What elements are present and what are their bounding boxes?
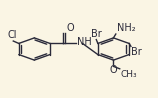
Text: O: O — [66, 23, 74, 33]
Text: Cl: Cl — [8, 30, 17, 40]
Text: NH₂: NH₂ — [117, 23, 135, 33]
Text: O: O — [110, 65, 117, 75]
Text: NH: NH — [77, 37, 91, 47]
Text: Br: Br — [131, 47, 142, 57]
Text: CH₃: CH₃ — [121, 70, 137, 79]
Text: Br: Br — [91, 29, 102, 39]
